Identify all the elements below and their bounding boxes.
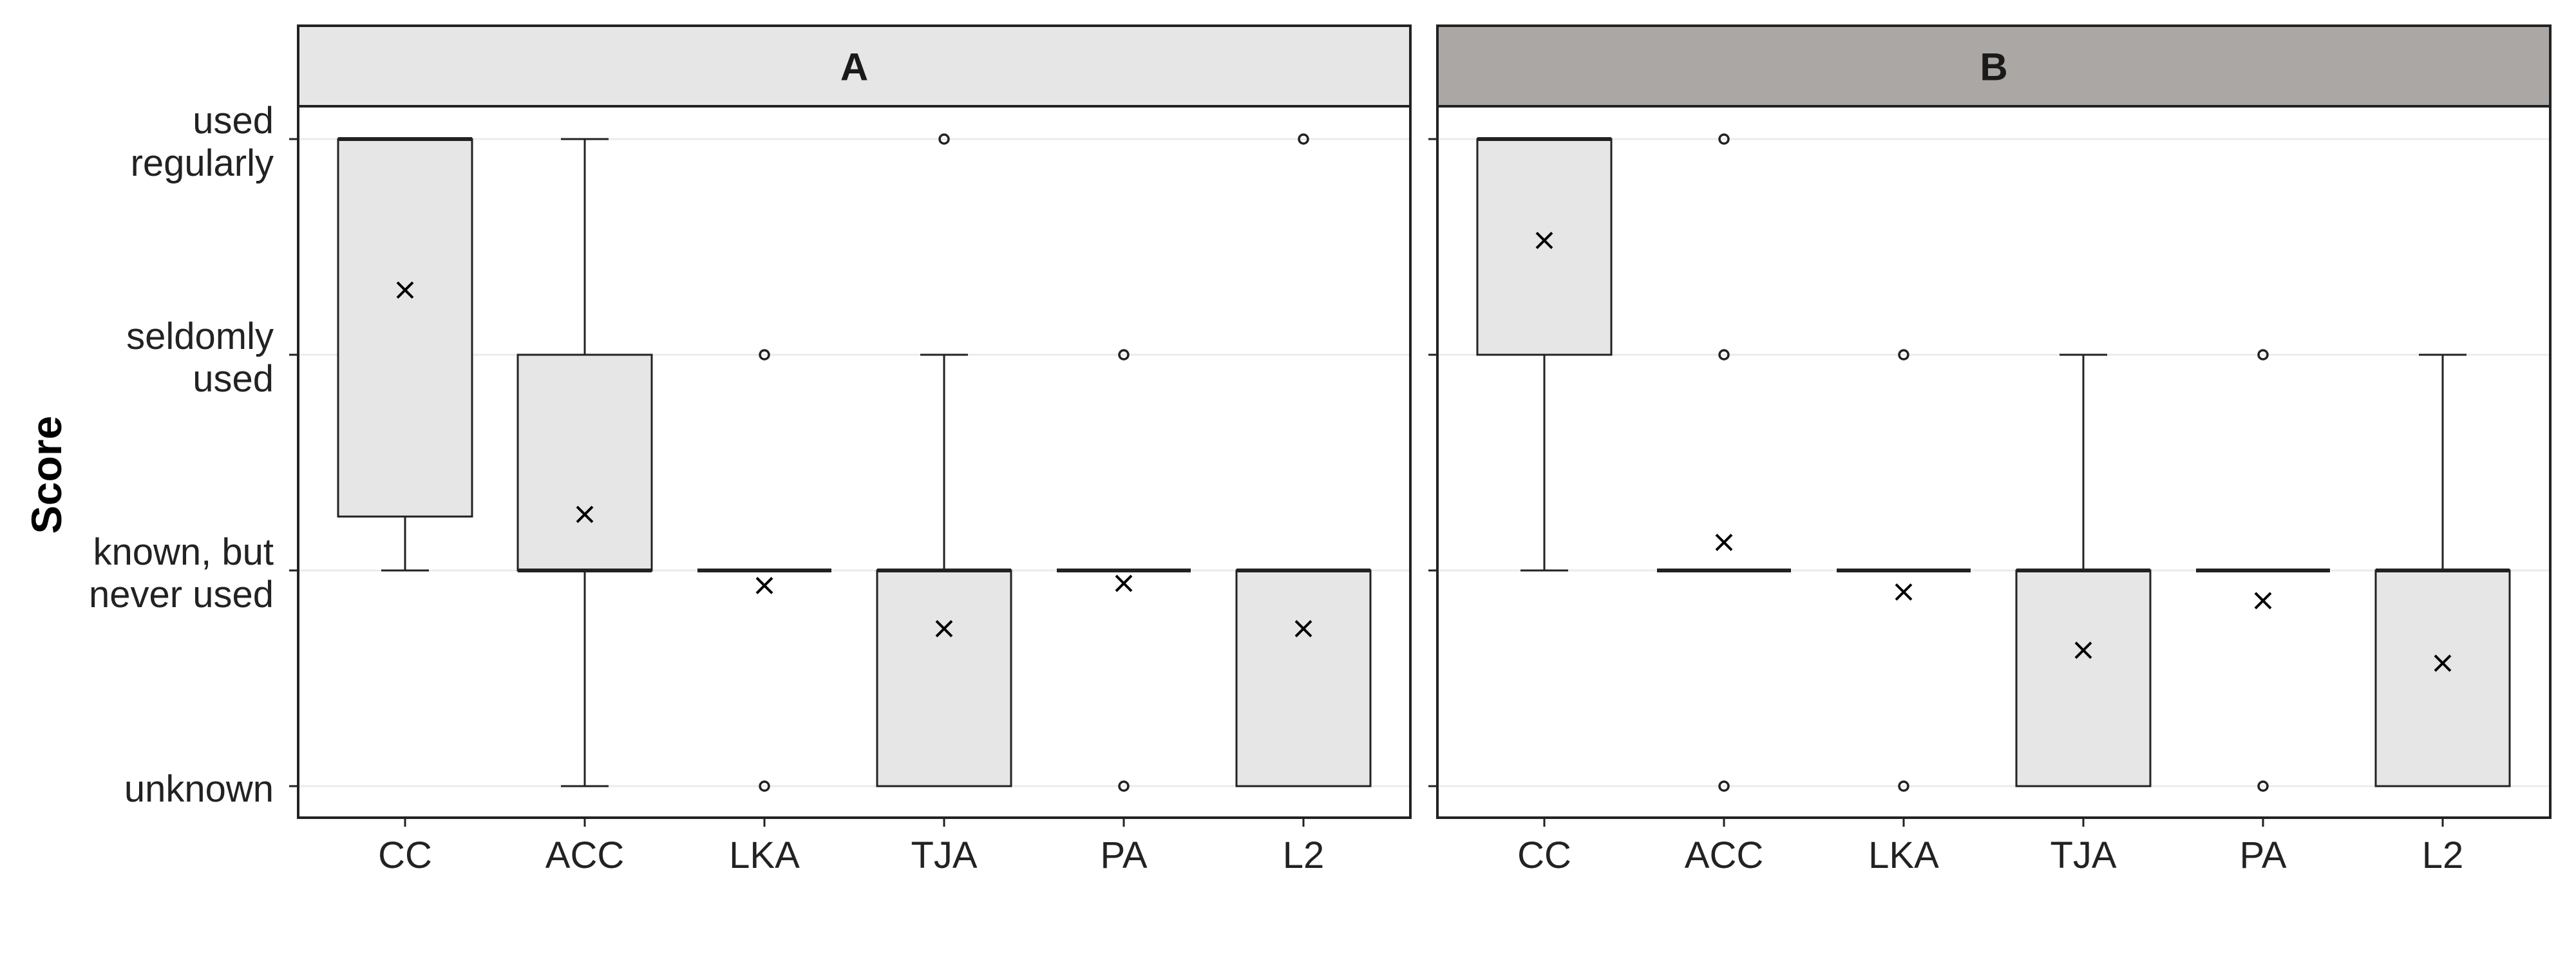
y-tick-label: unknown bbox=[124, 768, 274, 810]
outlier-point bbox=[759, 780, 770, 792]
outlier-point bbox=[1718, 780, 1730, 792]
outlier-point bbox=[1118, 780, 1130, 792]
mean-marker bbox=[576, 505, 594, 523]
mean-marker-stroke bbox=[2074, 641, 2092, 659]
outlier-point bbox=[2257, 349, 2269, 361]
box-body bbox=[1476, 138, 1613, 356]
mean-marker-stroke bbox=[2254, 592, 2272, 610]
panel-border bbox=[297, 105, 1412, 819]
box-L2 bbox=[1235, 133, 1372, 787]
x-tick-label: TJA bbox=[2050, 834, 2116, 876]
mean-marker bbox=[935, 620, 953, 637]
panel-border bbox=[1436, 105, 2552, 819]
panel-A: ACC ACC LKA TJA PA L2 bbox=[289, 24, 1412, 876]
mean-marker bbox=[1294, 620, 1312, 637]
y-axis-title: Score bbox=[23, 416, 70, 534]
outlier-point bbox=[2257, 780, 2269, 792]
y-tick-label: used bbox=[193, 358, 274, 400]
box-body bbox=[516, 353, 653, 572]
box-body bbox=[2374, 569, 2511, 787]
x-tick-label: PA bbox=[2239, 834, 2286, 876]
mean-marker-stroke bbox=[2434, 654, 2452, 672]
mean-marker bbox=[755, 577, 773, 594]
box-ACC bbox=[516, 138, 653, 787]
x-tick-label: ACC bbox=[1685, 834, 1763, 876]
mean-marker bbox=[1895, 583, 1913, 601]
mean-marker-stroke bbox=[396, 281, 414, 299]
mean-marker bbox=[396, 281, 414, 299]
outlier-point bbox=[1898, 780, 1909, 792]
mean-marker bbox=[2074, 641, 2092, 659]
box-ACC bbox=[1657, 133, 1791, 792]
outlier-point bbox=[759, 349, 770, 361]
y-tick-label: known, but bbox=[93, 531, 274, 573]
mean-marker bbox=[1535, 232, 1553, 249]
x-tick-label: LKA bbox=[729, 834, 800, 876]
mean-marker-stroke bbox=[1715, 534, 1733, 551]
x-tick-label: CC bbox=[378, 834, 432, 876]
box-PA bbox=[1057, 349, 1191, 792]
box-CC bbox=[1476, 137, 1613, 572]
x-tick-label: L2 bbox=[1283, 834, 1325, 876]
mean-marker bbox=[2434, 654, 2452, 672]
outlier-point bbox=[1298, 133, 1309, 145]
x-tick-label: TJA bbox=[911, 834, 977, 876]
mean-marker bbox=[2254, 592, 2272, 610]
box-LKA bbox=[697, 349, 831, 792]
mean-marker bbox=[1715, 534, 1733, 551]
mean-marker-stroke bbox=[1294, 620, 1312, 637]
facet-strip bbox=[297, 24, 1412, 108]
box-L2 bbox=[2374, 353, 2511, 787]
mean-marker-stroke bbox=[935, 620, 953, 637]
y-tick-label: seldomly bbox=[126, 315, 274, 357]
box-body bbox=[2015, 569, 2152, 787]
box-PA bbox=[2196, 349, 2330, 792]
mean-marker-stroke bbox=[1115, 574, 1133, 592]
outlier-point bbox=[1898, 349, 1909, 361]
facet-strip bbox=[1436, 24, 2552, 108]
outlier-point bbox=[1118, 349, 1130, 361]
mean-marker bbox=[1115, 574, 1133, 592]
y-tick-label: regularly bbox=[131, 142, 274, 184]
box-TJA bbox=[876, 133, 1012, 787]
box-body bbox=[876, 569, 1012, 787]
mean-marker-stroke bbox=[1895, 583, 1913, 601]
outlier-point bbox=[1718, 133, 1730, 145]
x-tick-label: LKA bbox=[1868, 834, 1939, 876]
y-tick-label: used bbox=[193, 100, 274, 142]
x-tick-label: PA bbox=[1100, 834, 1147, 876]
box-TJA bbox=[2015, 353, 2152, 787]
x-tick-label: CC bbox=[1517, 834, 1571, 876]
facet-strip-label: B bbox=[1980, 46, 2007, 89]
panel-B: B CC ACC LKA TJA PA L2 bbox=[1428, 24, 2552, 876]
mean-marker-stroke bbox=[576, 505, 594, 523]
y-tick-label: never used bbox=[89, 574, 274, 616]
facet-strip-label: A bbox=[840, 46, 868, 89]
outlier-point bbox=[1718, 349, 1730, 361]
box-body bbox=[1235, 569, 1372, 787]
mean-marker-stroke bbox=[755, 577, 773, 594]
x-tick-label: ACC bbox=[545, 834, 624, 876]
box-LKA bbox=[1837, 349, 1971, 792]
x-tick-label: L2 bbox=[2422, 834, 2464, 876]
box-body bbox=[337, 138, 473, 518]
box-CC bbox=[337, 137, 473, 572]
outlier-point bbox=[938, 133, 950, 145]
mean-marker-stroke bbox=[1535, 232, 1553, 249]
